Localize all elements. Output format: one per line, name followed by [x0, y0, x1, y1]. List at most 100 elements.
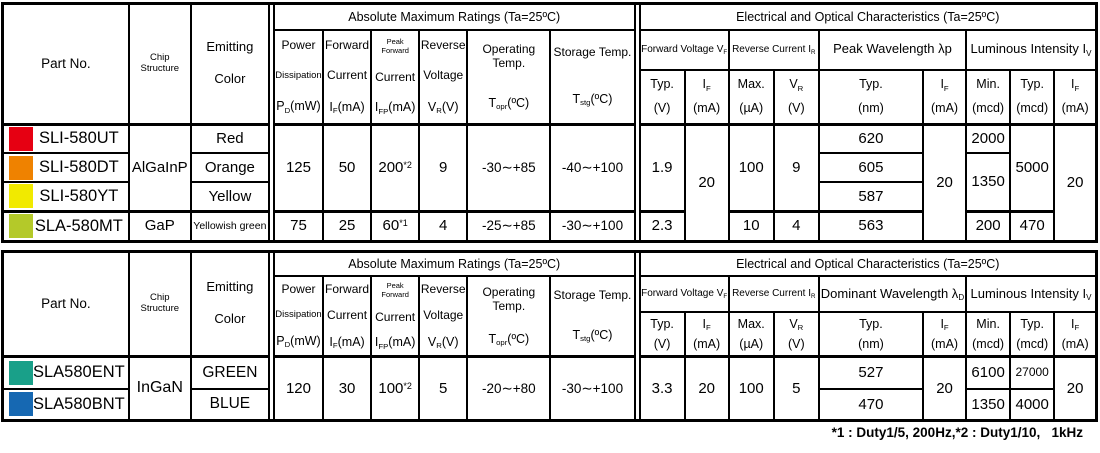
operating-temp-header: Operating Temp. Topr(ºC) — [466, 28, 552, 125]
rc-vr-subheader: VR (V) — [772, 311, 820, 358]
part-no-header: Part No. — [1, 250, 130, 358]
rc-vr-value: 4 — [772, 209, 820, 242]
ifp-value: 200*2 — [370, 122, 421, 212]
stg-value: -30∼+100 — [549, 209, 636, 242]
chip-structure-header: Chip Structure — [127, 2, 192, 125]
peak-wavelength-group-header: Peak Wavelength λp — [817, 28, 968, 71]
opr-value: -20∼+80 — [466, 355, 552, 422]
power-dissipation-header: Power Dissipation PD(mW) — [272, 28, 325, 125]
table-gap — [0, 243, 1100, 250]
rc-vr-value: 5 — [772, 355, 820, 422]
wavelength-value: 527 — [817, 355, 925, 390]
wavelength-value: 605 — [817, 152, 925, 183]
vr-value: 9 — [418, 122, 469, 212]
fv-typ-subheader: Typ. (V) — [638, 68, 686, 126]
fv-if-subheader: IF (mA) — [683, 311, 730, 358]
dominant-wavelength-group-header: Dominant Wavelength λD — [817, 274, 968, 314]
emitting-label: Emitting — [206, 39, 254, 55]
color-label: Color — [214, 71, 246, 87]
color-swatch — [9, 392, 33, 417]
operating-temp-header: Operating Temp. Topr(ºC) — [466, 275, 552, 358]
wl-typ-subheader: Typ. (nm) — [817, 311, 925, 358]
if-value: 25 — [322, 209, 373, 242]
part-number: SLI-580UT — [38, 129, 119, 148]
peak-forward-current-header: Peak Forward Current IFP(mA) — [370, 275, 421, 358]
ifp-value: 60*1 — [370, 209, 421, 242]
li-typ-value: 470 — [1009, 209, 1056, 242]
fv-typ-value: 3.3 — [638, 355, 686, 422]
part-no-header: Part No. — [1, 2, 130, 125]
part-number: SLI-580YT — [39, 186, 119, 205]
part-number: SLI-580DT — [38, 158, 119, 177]
opr-value: -30∼+85 — [466, 122, 552, 212]
emitting-label: Emitting — [206, 279, 254, 295]
rc-max-value: 100 — [727, 355, 775, 422]
color-swatch — [9, 360, 33, 385]
li-min-subheader: Min. (mcd) — [965, 68, 1012, 126]
li-min-value: 6100 — [965, 355, 1012, 390]
chip-structure-cell: InGaN — [127, 355, 192, 422]
part-cell: SLI-580UT — [1, 122, 130, 154]
li-if-value: 20 — [1053, 355, 1098, 422]
section-divider — [633, 250, 641, 422]
part-cell: SLI-580YT — [1, 181, 130, 212]
pd-value: 125 — [272, 122, 325, 212]
vr-value: 5 — [418, 355, 469, 422]
pd-value: 75 — [272, 209, 325, 242]
li-min-value: 1350 — [965, 387, 1012, 422]
emitting-color-header: Emitting Color — [189, 2, 270, 125]
chip-structure-header: Chip Structure — [127, 250, 192, 358]
if-value: 50 — [322, 122, 373, 212]
forward-voltage-group-header: Forward Voltage VF — [638, 28, 730, 71]
color-swatch — [9, 155, 33, 180]
color-label: Color — [214, 311, 246, 327]
rc-max-subheader: Max. (µA) — [727, 68, 775, 126]
emitting-color-cell: BLUE — [189, 387, 270, 422]
section-divider — [267, 2, 275, 242]
emitting-color-cell: GREEN — [189, 355, 270, 390]
wavelength-value: 470 — [817, 387, 925, 422]
footnote: *1 : Duty1/5, 200Hz,*2 : Duty1/10, 1kHz — [831, 425, 1083, 440]
li-min-subheader: Min. (mcd) — [965, 311, 1012, 358]
part-cell: SLA-580MT — [1, 209, 130, 242]
emitting-color-cell: Red — [189, 122, 270, 154]
part-cell: SLA580BNT — [1, 387, 130, 422]
eoc-title: Electrical and Optical Characteristics (… — [638, 250, 1098, 277]
peak-forward-current-header: Peak Forward Current IFP(mA) — [370, 28, 421, 125]
led-spec-table-2: Part No. Chip Structure Emitting Color Ab… — [1, 249, 1098, 422]
wavelength-value: 587 — [817, 181, 925, 212]
color-swatch — [9, 127, 33, 151]
rc-vr-subheader: VR (V) — [772, 68, 820, 126]
li-typ-value: 5000 — [1009, 122, 1056, 212]
reverse-current-group-header: Reverse Current IR — [727, 274, 820, 314]
li-min-value: 200 — [965, 209, 1012, 242]
emitting-color-cell: Yellowish green — [189, 209, 270, 242]
li-if-value: 20 — [1053, 122, 1098, 242]
amr-title: Absolute Maximum Ratings (Ta=25ºC) — [272, 250, 636, 277]
section-divider — [267, 250, 275, 422]
emitting-color-cell: Yellow — [189, 181, 270, 212]
reverse-voltage-header: Reverse Voltage VR(V) — [418, 28, 469, 125]
section-divider — [633, 2, 641, 242]
li-typ-subheader: Typ. (mcd) — [1009, 68, 1056, 126]
li-if-subheader: IF (mA) — [1053, 68, 1098, 126]
li-typ-subheader: Typ. (mcd) — [1009, 311, 1056, 358]
chip-structure-cell: AlGaInP — [127, 122, 192, 212]
part-number: SLA-580MT — [34, 216, 123, 235]
li-min-value: 2000 — [965, 122, 1012, 154]
storage-temp-header: Storage Temp. Tstg(ºC) — [549, 275, 636, 358]
li-if-subheader: IF (mA) — [1053, 311, 1098, 358]
ifp-value: 100*2 — [370, 355, 421, 422]
fv-if-value: 20 — [683, 122, 730, 242]
luminous-intensity-group-header: Luminous Intensity IV — [965, 28, 1098, 71]
part-cell: SLI-580DT — [1, 152, 130, 183]
reverse-current-group-header: Reverse Current IR — [727, 28, 820, 71]
amr-title: Absolute Maximum Ratings (Ta=25ºC) — [272, 2, 636, 31]
storage-temp-header: Storage Temp. Tstg(ºC) — [549, 28, 636, 125]
emitting-color-header: Emitting Color — [189, 250, 270, 358]
vr-value: 4 — [418, 209, 469, 242]
rc-vr-value: 9 — [772, 122, 820, 212]
part-cell: SLA580ENT — [1, 355, 130, 390]
reverse-voltage-header: Reverse Voltage VR(V) — [418, 275, 469, 358]
forward-voltage-group-header: Forward Voltage VF — [638, 274, 730, 314]
